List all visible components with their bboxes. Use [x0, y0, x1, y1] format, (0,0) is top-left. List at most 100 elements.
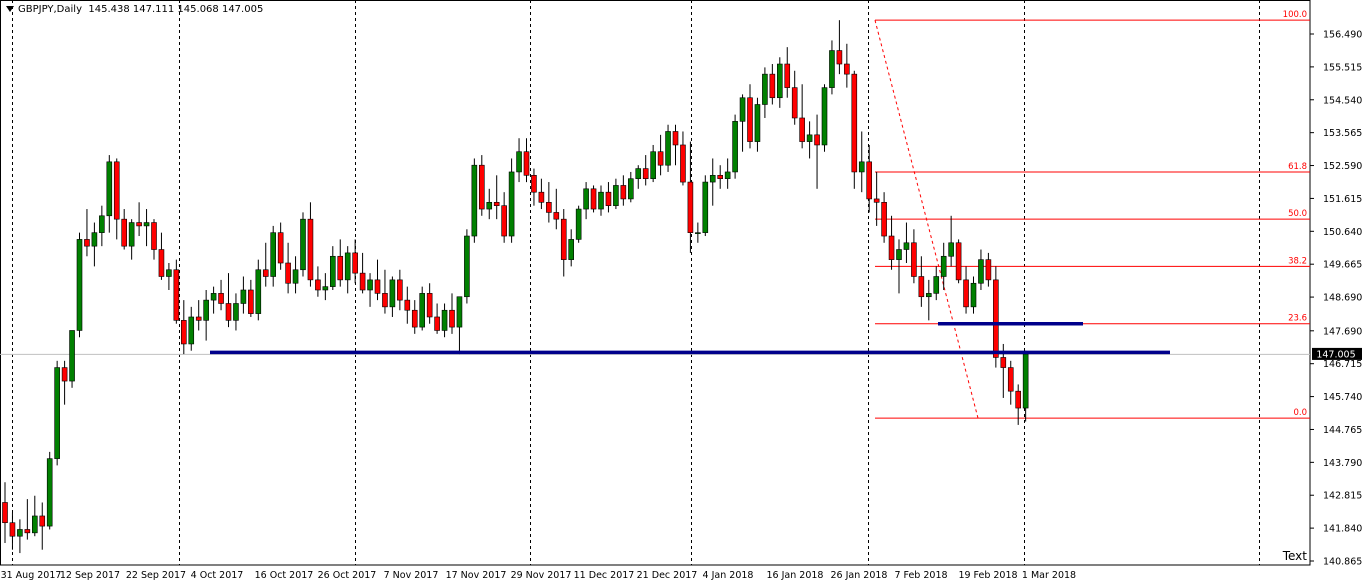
candle-body [203, 299, 209, 321]
bull-candle [143, 209, 150, 247]
bear-candle [620, 175, 627, 206]
ohlc-values: 145.438 147.111 145.068 147.005 [88, 4, 264, 15]
bull-candle [367, 273, 373, 307]
y-tick-label: 143.790 [1323, 458, 1362, 469]
bear-candle [24, 499, 31, 540]
bull-candle [896, 239, 902, 294]
candle-body [784, 63, 791, 88]
bull-candle [419, 286, 426, 331]
candle-body [702, 181, 709, 233]
candle-body [925, 293, 932, 298]
candle-body [486, 202, 493, 210]
candle-body [389, 279, 396, 308]
candle-body [233, 303, 239, 321]
candle-body [374, 279, 381, 294]
x-tick-label: 11 Dec 2017 [574, 570, 635, 581]
bull-candle [754, 97, 761, 152]
bull-candle [471, 158, 478, 243]
bear-candle [307, 202, 314, 287]
bear-candle [337, 239, 344, 287]
bull-candle [613, 178, 619, 210]
bear-candle [680, 131, 686, 186]
candle-body [911, 242, 917, 277]
bear-candle [963, 266, 969, 314]
bull-candle [240, 276, 247, 314]
current-price-label: 147.005 [1316, 349, 1355, 360]
candle-body [359, 272, 366, 291]
x-tick-label: 21 Dec 2017 [637, 570, 698, 581]
bear-candle [61, 360, 68, 405]
bear-candle [747, 84, 753, 149]
candle-body [836, 50, 843, 65]
candle-body [762, 73, 768, 105]
fib-level-label: 61.8 [1288, 162, 1307, 172]
bull-candle [210, 286, 217, 314]
candle-body [732, 121, 738, 173]
bull-candle [128, 219, 135, 260]
text-tool-label[interactable]: Text [1282, 549, 1307, 563]
candle-body [739, 97, 746, 122]
candle-body [84, 239, 90, 247]
bull-candle [702, 175, 709, 237]
candle-body [188, 316, 195, 345]
candle-body [546, 202, 552, 213]
candle-body [173, 269, 180, 321]
candle-body [255, 269, 262, 314]
candle-body [993, 279, 999, 358]
bear-candle [538, 178, 545, 210]
y-tick-label: 144.765 [1323, 425, 1362, 436]
bull-candle [829, 40, 835, 95]
candle-body [531, 175, 537, 193]
candle-body [844, 63, 850, 75]
bear-candle [918, 256, 925, 307]
bull-candle [650, 144, 656, 183]
candle-body [776, 63, 783, 99]
candle-body [940, 255, 947, 277]
candle-body [292, 269, 299, 284]
bear-candle [642, 155, 649, 186]
candle-body [46, 458, 53, 527]
candle-body [322, 286, 329, 291]
candle-body [426, 293, 433, 318]
candle-body [724, 171, 731, 179]
candle-body [76, 239, 83, 331]
bear-candle [158, 232, 165, 280]
x-tick-label: 17 Nov 2017 [446, 570, 507, 581]
candle-body [695, 232, 701, 234]
candle-body [516, 151, 522, 173]
bull-candle [903, 222, 910, 264]
bear-candle [657, 134, 664, 176]
bear-candle [791, 70, 798, 125]
candle-body [620, 185, 627, 200]
candle-body [717, 175, 724, 179]
bear-candle [985, 252, 992, 287]
fib-level-label: 100.0 [1283, 10, 1307, 20]
bear-candle [478, 155, 485, 216]
bull-candle [203, 289, 209, 341]
candle-body [575, 208, 582, 240]
current-price-box [1312, 347, 1362, 360]
candle-body [17, 529, 23, 537]
x-tick-label: 22 Sep 2017 [126, 570, 186, 581]
candle-body [635, 168, 642, 179]
bull-candle [858, 131, 865, 193]
bear-candle [590, 185, 597, 213]
bear-candle [121, 209, 127, 250]
bear-candle [434, 303, 440, 334]
candle-body [806, 134, 813, 142]
candle-body [791, 87, 798, 119]
candle-body [568, 239, 575, 260]
candle-body [382, 293, 388, 308]
candle-body [560, 218, 567, 260]
candle-body [508, 171, 515, 237]
candle-body [262, 269, 269, 277]
bear-candle [173, 259, 180, 324]
dropdown-arrow-icon[interactable] [6, 6, 14, 12]
candle-body [493, 202, 500, 206]
bull-candle [806, 121, 813, 159]
bear-candle [531, 168, 537, 206]
bear-candle [844, 43, 850, 88]
candle-body [337, 255, 344, 281]
candle-body [1022, 353, 1029, 409]
